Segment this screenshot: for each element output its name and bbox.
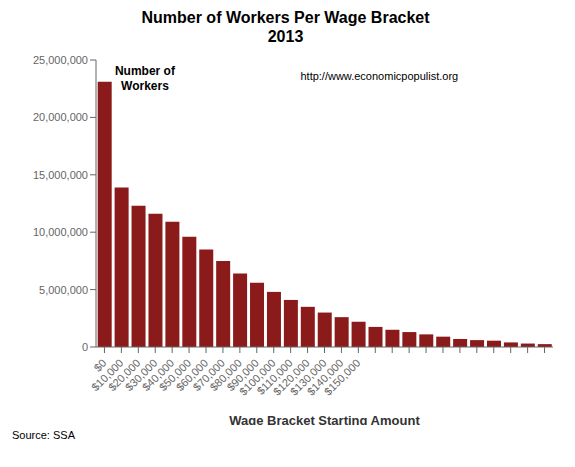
svg-text:$110,000: $110,000 xyxy=(254,357,295,398)
svg-text:10,000,000: 10,000,000 xyxy=(33,226,88,238)
svg-text:$20,000: $20,000 xyxy=(105,357,143,394)
svg-text:$140,000: $140,000 xyxy=(304,357,346,398)
html-text:http://www.economicpopulist.or: http://www.economicpopulist.org xyxy=(300,70,459,83)
svg-text:$70,000: $70,000 xyxy=(190,357,228,394)
svg-text:$10,000: $10,000 xyxy=(88,357,126,394)
svg-text:$90,000: $90,000 xyxy=(224,357,261,394)
svg-text:$130,000: $130,000 xyxy=(287,357,329,398)
html-text:Source: SSA: Source: SSA xyxy=(12,429,75,442)
svg-text:20,000,000: 20,000,000 xyxy=(33,112,88,124)
svg-text:$0: $0 xyxy=(91,357,109,375)
svg-text:$40,000: $40,000 xyxy=(139,357,177,394)
svg-text:15,000,000: 15,000,000 xyxy=(33,169,88,181)
svg-text:$50,000: $50,000 xyxy=(156,357,194,394)
svg-text:$150,000: $150,000 xyxy=(322,357,363,398)
svg-text:$60,000: $60,000 xyxy=(173,357,211,394)
svg-text:25,000,000: 25,000,000 xyxy=(33,54,88,66)
svg-text:0: 0 xyxy=(82,341,88,353)
html-text:Number of Workers: Number of Workers xyxy=(114,64,175,93)
svg-text:$30,000: $30,000 xyxy=(122,357,160,394)
svg-text:5,000,000: 5,000,000 xyxy=(39,284,88,296)
svg-text:$80,000: $80,000 xyxy=(207,357,244,394)
svg-text:$100,000: $100,000 xyxy=(236,357,278,398)
html-text:Number of Workers Per Wage Bra: Number of Workers Per Wage Bracket 2013 xyxy=(141,9,430,46)
svg-text:$120,000: $120,000 xyxy=(270,357,312,398)
svg-text:Wage Bracket Starting Amount: Wage Bracket Starting Amount xyxy=(229,413,420,425)
